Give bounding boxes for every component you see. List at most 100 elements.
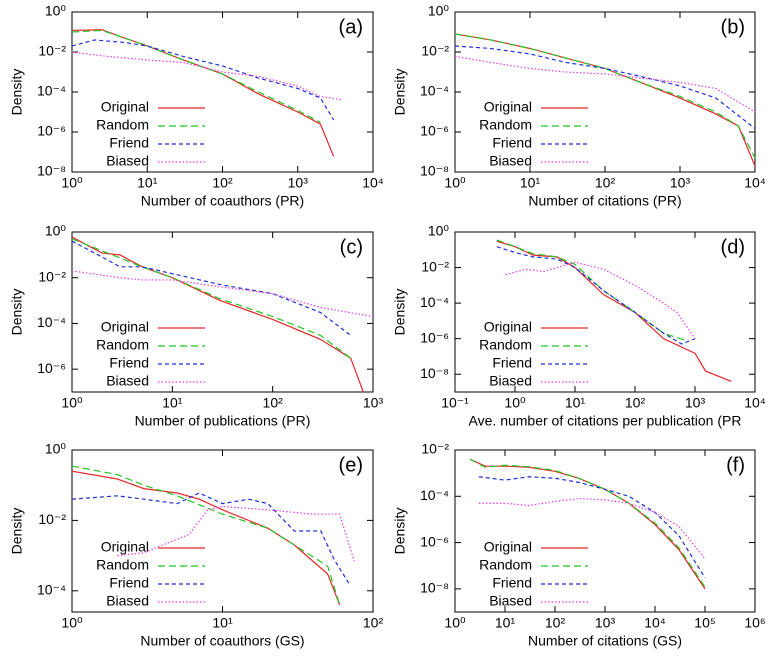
legend-label: Friend bbox=[109, 575, 149, 591]
x-tick-label: 10² bbox=[595, 175, 616, 191]
x-tick-label: 10⁰ bbox=[444, 615, 466, 631]
data-line bbox=[454, 45, 756, 129]
y-axis-label: Density bbox=[392, 69, 408, 116]
plot-frame bbox=[454, 231, 756, 393]
data-line bbox=[71, 236, 364, 393]
x-tick-label: 10⁰ bbox=[61, 175, 83, 191]
data-line bbox=[478, 476, 706, 579]
y-tick-label: 10⁻⁸ bbox=[420, 580, 449, 596]
legend-label: Random bbox=[479, 557, 532, 573]
x-tick-label: 10¹ bbox=[520, 175, 541, 191]
y-tick-label: 10⁻⁶ bbox=[37, 360, 66, 376]
y-tick-label: 10⁻⁶ bbox=[420, 123, 449, 139]
legend-label: Original bbox=[101, 99, 149, 115]
y-axis-label: Density bbox=[392, 289, 408, 336]
y-tick-label: 10⁰ bbox=[45, 441, 67, 457]
y-tick-label: 10⁻⁶ bbox=[420, 533, 449, 549]
y-tick-label: 10⁻² bbox=[421, 441, 449, 457]
legend-label: Original bbox=[101, 539, 149, 555]
x-axis-label: Number of coauthors (PR) bbox=[141, 193, 304, 209]
y-tick-label: 10⁻² bbox=[38, 43, 66, 59]
data-line bbox=[71, 39, 335, 121]
y-tick-label: 10⁻⁶ bbox=[37, 123, 66, 139]
y-tick-label: 10⁻² bbox=[421, 258, 449, 274]
x-tick-label: 10³ bbox=[288, 175, 309, 191]
legend-label: Biased bbox=[106, 153, 149, 169]
legend-label: Random bbox=[479, 117, 532, 133]
panel-label: (f) bbox=[726, 454, 745, 476]
y-tick-label: 10⁰ bbox=[45, 3, 67, 19]
x-tick-label: 10³ bbox=[595, 615, 616, 631]
y-tick-label: 10⁻⁴ bbox=[37, 582, 66, 598]
y-axis-label: Density bbox=[9, 508, 25, 555]
legend-label: Friend bbox=[109, 135, 149, 151]
plot-frame bbox=[71, 231, 374, 393]
x-tick-label: 10¹ bbox=[137, 175, 158, 191]
x-tick-label: 10¹ bbox=[212, 615, 233, 631]
y-tick-label: 10⁻⁸ bbox=[420, 365, 449, 381]
x-tick-label: 10¹ bbox=[495, 615, 516, 631]
legend-label: Original bbox=[484, 539, 532, 555]
x-tick-label: 10¹ bbox=[162, 395, 183, 411]
x-tick-label: 10⁴ bbox=[744, 395, 766, 411]
legend-label: Biased bbox=[489, 593, 532, 609]
x-tick-label: 10⁰ bbox=[61, 395, 83, 411]
legend-label: Friend bbox=[492, 135, 532, 151]
legend-label: Original bbox=[484, 99, 532, 115]
data-line bbox=[454, 55, 756, 113]
panel-label: (c) bbox=[340, 236, 363, 258]
x-tick-label: 10² bbox=[363, 615, 384, 631]
x-tick-label: 10² bbox=[625, 395, 646, 411]
y-tick-label: 10⁻⁶ bbox=[420, 329, 449, 345]
x-tick-label: 10⁴ bbox=[744, 175, 766, 191]
x-axis-label: Number of publications (PR) bbox=[135, 413, 311, 429]
panel-label: (a) bbox=[339, 16, 363, 38]
legend-label: Random bbox=[479, 337, 532, 353]
x-axis-label: Number of citations (GS) bbox=[528, 633, 682, 649]
x-tick-label: 10² bbox=[263, 395, 284, 411]
data-line bbox=[505, 261, 696, 340]
y-tick-label: 10⁰ bbox=[428, 223, 450, 239]
y-tick-label: 10⁻⁴ bbox=[37, 314, 66, 330]
data-line bbox=[71, 492, 351, 585]
x-tick-label: 10³ bbox=[363, 395, 384, 411]
panel-label: (d) bbox=[721, 236, 745, 258]
legend-label: Random bbox=[96, 557, 149, 573]
y-tick-label: 10⁻² bbox=[421, 43, 449, 59]
legend-label: Biased bbox=[106, 593, 149, 609]
y-tick-label: 10⁻⁴ bbox=[420, 294, 449, 310]
legend-label: Original bbox=[484, 319, 532, 335]
y-tick-label: 10⁻⁸ bbox=[37, 163, 66, 179]
x-tick-label: 10⁴ bbox=[362, 175, 384, 191]
x-tick-label: 10⁰ bbox=[504, 395, 526, 411]
data-line bbox=[71, 470, 341, 606]
y-tick-label: 10⁰ bbox=[45, 223, 67, 239]
x-axis-label: Ave. number of citations per publication… bbox=[469, 413, 742, 429]
data-line bbox=[71, 270, 374, 318]
y-tick-label: 10⁻⁴ bbox=[420, 487, 449, 503]
legend-label: Biased bbox=[106, 373, 149, 389]
data-line bbox=[71, 29, 321, 123]
y-tick-label: 10⁻⁸ bbox=[420, 163, 449, 179]
legend-label: Friend bbox=[492, 355, 532, 371]
legend-label: Original bbox=[101, 319, 149, 335]
legend-label: Friend bbox=[109, 355, 149, 371]
x-tick-label: 10³ bbox=[685, 395, 706, 411]
x-tick-label: 10⁶ bbox=[744, 615, 765, 631]
data-line bbox=[71, 240, 352, 336]
x-tick-label: 10¹ bbox=[565, 395, 586, 411]
data-line bbox=[71, 51, 344, 101]
legend-label: Biased bbox=[489, 373, 532, 389]
y-axis-label: Density bbox=[9, 69, 25, 116]
y-tick-label: 10⁻² bbox=[38, 511, 66, 527]
legend-label: Random bbox=[96, 117, 149, 133]
data-line bbox=[71, 465, 341, 605]
data-line bbox=[454, 33, 756, 159]
x-tick-label: 10⁵ bbox=[694, 615, 715, 631]
x-tick-label: 10² bbox=[212, 175, 233, 191]
data-line bbox=[496, 239, 686, 341]
panel-label: (e) bbox=[339, 454, 363, 476]
panel-label: (b) bbox=[721, 16, 745, 38]
y-axis-label: Density bbox=[9, 289, 25, 336]
